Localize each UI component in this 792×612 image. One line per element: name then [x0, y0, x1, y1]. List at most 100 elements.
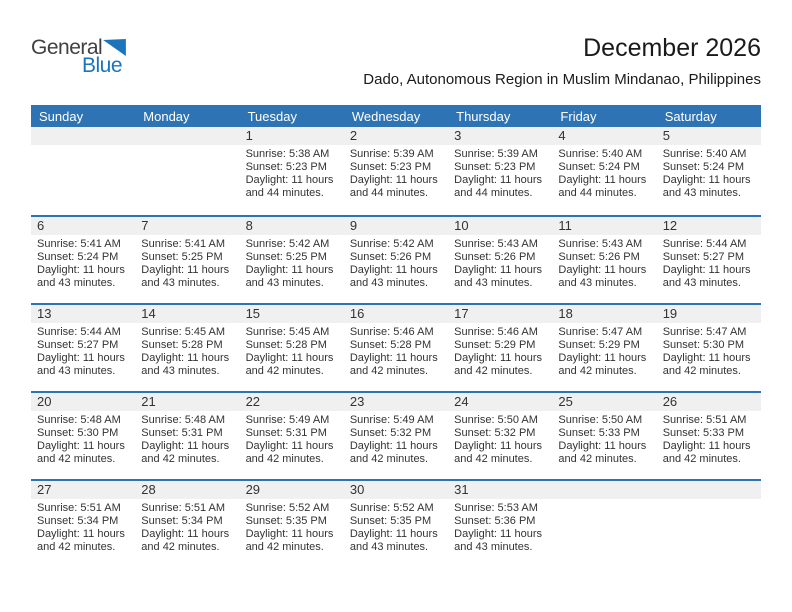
sunrise-text: Sunrise: 5:50 AM: [454, 414, 538, 426]
calendar-location-subtitle: Dado, Autonomous Region in Muslim Mindan…: [363, 71, 761, 88]
daylight-text: Daylight: 11 hours and 43 minutes.: [454, 264, 542, 289]
logo-triangle-icon: [103, 39, 127, 57]
sunset-text: Sunset: 5:33 PM: [662, 427, 745, 439]
day-cell-info: Sunrise: 5:44 AM Sunset: 5:27 PM Daylight:…: [31, 323, 135, 378]
sunrise-text: Sunrise: 5:40 AM: [662, 148, 747, 160]
daylight-text: Daylight: 11 hours and 42 minutes.: [141, 440, 230, 465]
sunrise-text: Sunrise: 5:46 AM: [349, 326, 434, 338]
day-cell-info: Sunrise: 5:51 AM Sunset: 5:33 PM Daylight:…: [657, 411, 761, 466]
sunrise-text: Sunrise: 5:41 AM: [37, 238, 121, 250]
sunset-text: Sunset: 5:27 PM: [37, 339, 119, 351]
sunset-text: Sunset: 5:28 PM: [245, 339, 327, 351]
daylight-text: Daylight: 11 hours and 42 minutes.: [454, 440, 542, 465]
day-number: 9: [343, 217, 449, 235]
sunrise-text: Sunrise: 5:44 AM: [662, 238, 747, 250]
sunrise-text: Sunrise: 5:40 AM: [558, 148, 643, 160]
sunset-text: Sunset: 5:31 PM: [141, 427, 223, 439]
day-number: 12: [656, 217, 761, 235]
day-number-empty: [552, 481, 657, 499]
day-number: 2: [343, 127, 449, 145]
sunrise-text: Sunrise: 5:49 AM: [349, 414, 434, 426]
day-cell-info: Sunrise: 5:49 AM Sunset: 5:31 PM Daylight:…: [240, 411, 344, 466]
week-row: 13 14 15 16 17 18 19 Sunrise: 5:44 AM Sunset: 5:…: [31, 303, 761, 391]
daylight-text: Daylight: 11 hours and 44 minutes.: [245, 174, 334, 199]
day-cell-info: Sunrise: 5:51 AM Sunset: 5:34 PM Daylight:…: [31, 499, 135, 554]
weekday-label-sunday: Sunday: [39, 108, 84, 124]
sunrise-text: Sunrise: 5:48 AM: [141, 414, 226, 426]
sunrise-text: Sunrise: 5:45 AM: [245, 326, 330, 338]
daylight-text: Daylight: 11 hours and 44 minutes.: [454, 174, 542, 199]
sunrise-text: Sunrise: 5:43 AM: [454, 238, 538, 250]
day-cell-info: Sunrise: 5:45 AM Sunset: 5:28 PM Daylight:…: [135, 323, 239, 378]
sunrise-text: Sunrise: 5:42 AM: [349, 238, 434, 250]
day-number: 20: [31, 393, 136, 411]
weeks-container: 1 2 3 4 5 Sunrise: 5:38 AM Sunset: 5:23 PM Dayl…: [31, 127, 761, 567]
day-cell-info: Sunrise: 5:42 AM Sunset: 5:26 PM Daylight:…: [344, 235, 448, 290]
daylight-text: Daylight: 11 hours and 42 minutes.: [245, 528, 334, 553]
sunset-text: Sunset: 5:33 PM: [558, 427, 640, 439]
day-details-row: Sunrise: 5:44 AM Sunset: 5:27 PM Daylight:…: [31, 323, 761, 378]
daylight-text: Daylight: 11 hours and 43 minutes.: [349, 528, 438, 553]
week-row: 27 28 29 30 31 Sunrise: 5:51 AM Sunset: 5:34 P…: [31, 479, 761, 567]
sunset-text: Sunset: 5:31 PM: [245, 427, 327, 439]
sunset-text: Sunset: 5:26 PM: [454, 251, 536, 263]
sunset-text: Sunset: 5:29 PM: [558, 339, 640, 351]
daylight-text: Daylight: 11 hours and 42 minutes.: [558, 440, 647, 465]
day-number-empty: [31, 127, 136, 145]
day-number: 17: [448, 305, 553, 323]
day-details-row: Sunrise: 5:48 AM Sunset: 5:30 PM Daylight:…: [31, 411, 761, 466]
day-cell-info: Sunrise: 5:50 AM Sunset: 5:32 PM Daylight:…: [448, 411, 552, 466]
calendar-grid: Sunday Monday Tuesday Wednesday Thursday…: [31, 105, 761, 567]
day-cell-info: Sunrise: 5:45 AM Sunset: 5:28 PM Daylight:…: [240, 323, 344, 378]
daylight-text: Daylight: 11 hours and 43 minutes.: [141, 264, 230, 289]
weekday-label-friday: Friday: [560, 108, 597, 124]
sunrise-text: Sunrise: 5:53 AM: [454, 502, 538, 514]
daylight-text: Daylight: 11 hours and 42 minutes.: [37, 528, 125, 553]
day-number: 21: [135, 393, 240, 411]
day-number: 29: [239, 481, 344, 499]
sunset-text: Sunset: 5:34 PM: [37, 515, 119, 527]
weekday-header-row: Sunday Monday Tuesday Wednesday Thursday…: [31, 105, 761, 127]
day-number: 11: [552, 217, 657, 235]
sunrise-text: Sunrise: 5:44 AM: [37, 326, 121, 338]
daylight-text: Daylight: 11 hours and 43 minutes.: [662, 174, 751, 199]
day-cell-info: Sunrise: 5:44 AM Sunset: 5:27 PM Daylight:…: [657, 235, 761, 290]
sunrise-text: Sunrise: 5:47 AM: [662, 326, 747, 338]
sunset-text: Sunset: 5:27 PM: [662, 251, 745, 263]
day-cell-info: Sunrise: 5:39 AM Sunset: 5:23 PM Daylight:…: [448, 145, 552, 200]
week-row: 1 2 3 4 5 Sunrise: 5:38 AM Sunset: 5:23 PM Dayl…: [31, 127, 761, 215]
daylight-text: Daylight: 11 hours and 42 minutes.: [245, 440, 334, 465]
day-number: 4: [552, 127, 657, 145]
sunset-text: Sunset: 5:36 PM: [454, 515, 536, 527]
day-number: 22: [239, 393, 344, 411]
day-number: 18: [552, 305, 657, 323]
sunrise-text: Sunrise: 5:41 AM: [141, 238, 226, 250]
day-number: 15: [239, 305, 344, 323]
day-number: 13: [31, 305, 136, 323]
sunrise-text: Sunrise: 5:39 AM: [454, 148, 538, 160]
weekday-label-saturday: Saturday: [664, 108, 717, 124]
day-cell-info: Sunrise: 5:52 AM Sunset: 5:35 PM Daylight:…: [344, 499, 448, 554]
day-number: 27: [31, 481, 136, 499]
sunrise-text: Sunrise: 5:42 AM: [245, 238, 330, 250]
sunrise-text: Sunrise: 5:46 AM: [454, 326, 538, 338]
sunrise-text: Sunrise: 5:43 AM: [558, 238, 643, 250]
day-cell-empty: [657, 499, 761, 554]
sunrise-text: Sunrise: 5:47 AM: [558, 326, 643, 338]
sunrise-text: Sunrise: 5:45 AM: [141, 326, 226, 338]
daylight-text: Daylight: 11 hours and 42 minutes.: [558, 352, 647, 377]
daylight-text: Daylight: 11 hours and 43 minutes.: [37, 352, 125, 377]
weekday-label-tuesday: Tuesday: [247, 108, 297, 124]
calendar-month-title: December 2026: [583, 34, 761, 62]
sunrise-text: Sunrise: 5:52 AM: [349, 502, 434, 514]
week-row: 6 7 8 9 10 11 12 Sunrise: 5:41 AM Sunset: 5:24 P…: [31, 215, 761, 303]
sunset-text: Sunset: 5:23 PM: [349, 161, 432, 173]
sunrise-text: Sunrise: 5:39 AM: [349, 148, 434, 160]
day-number: 30: [343, 481, 449, 499]
weekday-label-monday: Monday: [143, 108, 190, 124]
day-number: 28: [135, 481, 240, 499]
day-number: 25: [552, 393, 657, 411]
day-number: 31: [448, 481, 553, 499]
daylight-text: Daylight: 11 hours and 42 minutes.: [37, 440, 125, 465]
sunset-text: Sunset: 5:28 PM: [349, 339, 432, 351]
